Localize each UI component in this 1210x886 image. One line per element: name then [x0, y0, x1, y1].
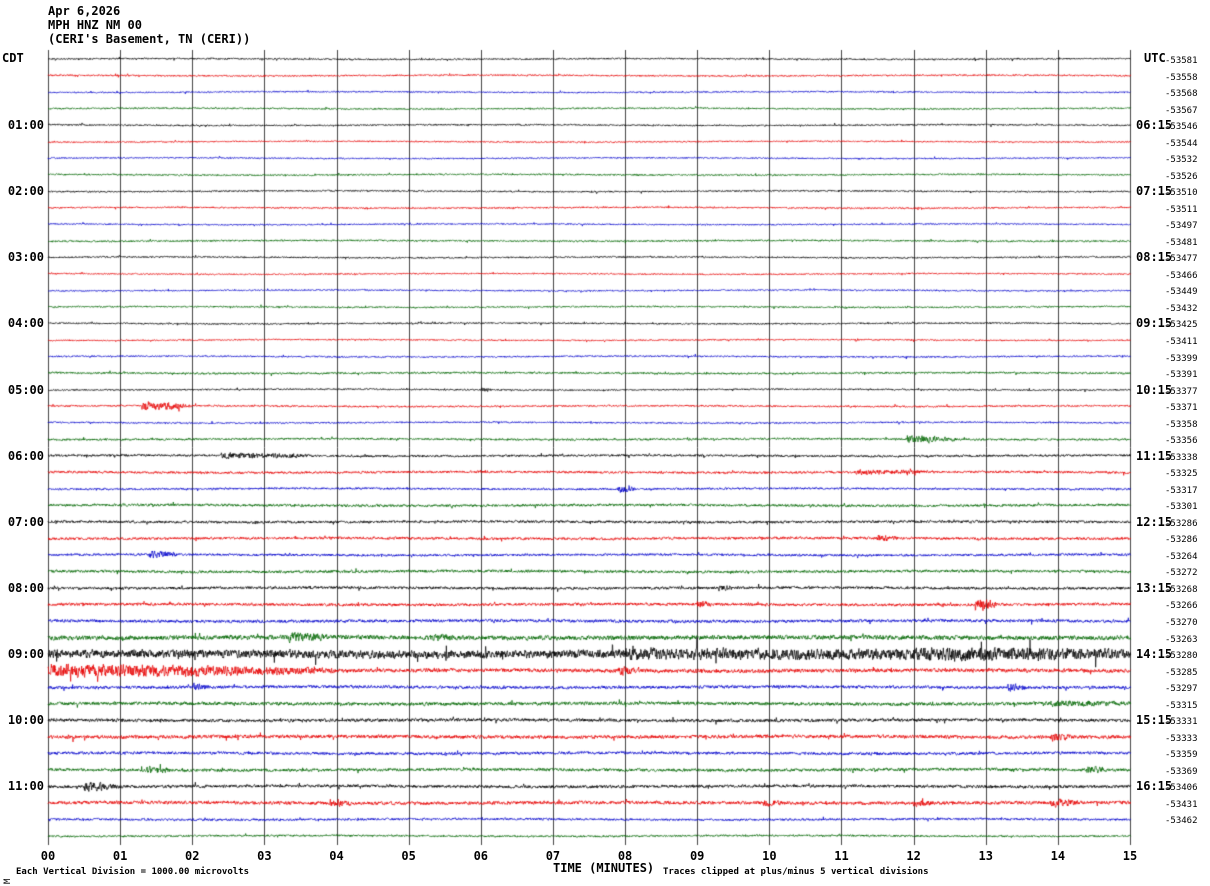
- trace-offset-label: -53406: [1165, 783, 1198, 794]
- left-time-label: 07:00: [7, 514, 44, 529]
- trace-offset-label: -53526: [1165, 171, 1198, 182]
- x-tick-label: 00: [40, 849, 56, 863]
- left-time-label: 02:00: [7, 184, 44, 199]
- trace-offset-label: -53466: [1165, 270, 1198, 281]
- left-time-label: 09:00: [7, 647, 44, 662]
- trace-offset-label: -53431: [1165, 799, 1198, 810]
- trace-offset-label: -53338: [1165, 452, 1198, 463]
- x-tick-label: 06: [473, 849, 489, 863]
- trace-offset-label: -53558: [1165, 72, 1198, 83]
- trace-offset-label: -53263: [1165, 634, 1198, 645]
- x-tick-label: 15: [1122, 849, 1138, 863]
- trace-offset-label: -53359: [1165, 750, 1198, 761]
- left-time-label: 03:00: [7, 250, 44, 265]
- left-time-label: 06:00: [7, 448, 44, 463]
- left-time-label: 01:00: [7, 118, 44, 133]
- x-tick-label: 02: [185, 849, 200, 863]
- trace-offset-label: -53462: [1165, 816, 1198, 827]
- right-time-label: 07:15: [1136, 184, 1173, 199]
- trace-offset-label: -53356: [1165, 436, 1198, 447]
- trace-offset-label: -53481: [1165, 237, 1198, 248]
- trace-offset-label: -53317: [1165, 485, 1198, 496]
- trace-offset-label: -53280: [1165, 651, 1198, 662]
- trace-offset-label: -53546: [1165, 122, 1198, 133]
- left-time-label: 10:00: [7, 713, 44, 728]
- trace-offset-label: -53391: [1165, 370, 1198, 381]
- x-tick-label: 01: [112, 849, 128, 863]
- trace-offset-label: -53286: [1165, 518, 1198, 529]
- x-tick-label: 14: [1050, 849, 1066, 863]
- trace-offset-label: -53272: [1165, 568, 1198, 579]
- trace-offset-label: -53399: [1165, 353, 1198, 364]
- x-tick-label: 03: [257, 849, 272, 863]
- x-tick-label: 10: [762, 849, 777, 863]
- trace-offset-label: -53377: [1165, 386, 1198, 397]
- x-tick-label: 09: [689, 849, 705, 863]
- header-date: Apr 6,2026: [48, 4, 121, 18]
- trace-offset-label: -53331: [1165, 717, 1198, 728]
- trace-offset-label: -53432: [1165, 303, 1198, 314]
- right-time-label: 15:15: [1136, 713, 1173, 728]
- right-time-label: 06:15: [1136, 118, 1173, 133]
- trace-offset-label: -53425: [1165, 320, 1198, 331]
- trace-offset-label: -53581: [1165, 56, 1198, 66]
- trace-offset-label: -53358: [1165, 419, 1198, 430]
- right-time-label: 13:15: [1136, 580, 1173, 595]
- trace-offset-label: -53532: [1165, 155, 1198, 166]
- right-timezone-label: UTC: [1144, 51, 1166, 65]
- right-time-label: 09:15: [1136, 316, 1173, 331]
- right-time-label: 11:15: [1136, 448, 1173, 463]
- right-time-label: 16:15: [1136, 779, 1173, 794]
- header-station: MPH HNZ NM 00: [48, 18, 142, 32]
- trace-offset-label: -53285: [1165, 667, 1198, 678]
- trace-offset-label: -53301: [1165, 502, 1198, 513]
- watermark: M: [3, 878, 13, 884]
- x-tick-label: 07: [545, 849, 561, 863]
- left-time-label: 04:00: [7, 316, 44, 331]
- header-location: (CERI's Basement, TN (CERI)): [48, 32, 251, 46]
- trace-offset-label: -53477: [1165, 254, 1198, 265]
- trace-offset-label: -53270: [1165, 618, 1198, 629]
- footer-clip-note: Traces clipped at plus/minus 5 vertical …: [663, 867, 929, 877]
- trace-offset-label: -53449: [1165, 287, 1198, 298]
- left-time-label: 08:00: [7, 580, 44, 595]
- trace-offset-label: -53411: [1165, 337, 1198, 347]
- trace-offset-label: -53568: [1165, 89, 1198, 100]
- trace-offset-label: -53286: [1165, 535, 1198, 546]
- left-timezone-label: CDT: [2, 51, 24, 65]
- trace-offset-label: -53333: [1165, 733, 1198, 744]
- footer-scale-note: Each Vertical Division = 1000.00 microvo…: [16, 867, 249, 877]
- right-time-label: 10:15: [1136, 382, 1173, 397]
- left-time-label: 05:00: [7, 382, 44, 397]
- trace-offset-label: -53510: [1165, 188, 1198, 199]
- trace-offset-label: -53264: [1165, 551, 1198, 562]
- x-axis-label: TIME (MINUTES): [553, 861, 655, 875]
- trace-offset-label: -53268: [1165, 584, 1198, 595]
- trace-offset-label: -53544: [1165, 138, 1198, 149]
- x-tick-label: 13: [978, 849, 993, 863]
- trace-offset-label: -53567: [1165, 105, 1198, 116]
- left-time-label: 11:00: [7, 779, 44, 794]
- right-time-label: 12:15: [1136, 514, 1173, 529]
- right-time-label: 08:15: [1136, 250, 1173, 265]
- trace-offset-label: -53497: [1165, 221, 1198, 232]
- x-tick-label: 05: [401, 849, 416, 863]
- x-tick-label: 08: [617, 849, 633, 863]
- trace-offset-label: -53325: [1165, 469, 1198, 480]
- trace-offset-label: -53315: [1165, 700, 1198, 711]
- trace-offset-label: -53371: [1165, 403, 1198, 414]
- x-tick-label: 04: [329, 849, 344, 863]
- right-time-label: 14:15: [1136, 647, 1173, 662]
- trace-offset-label: -53266: [1165, 601, 1198, 612]
- x-tick-label: 12: [906, 849, 921, 863]
- x-tick-label: 11: [834, 849, 849, 863]
- trace-offset-label: -53369: [1165, 766, 1198, 777]
- trace-offset-label: -53511: [1165, 204, 1198, 215]
- trace-offset-label: -53297: [1165, 684, 1198, 695]
